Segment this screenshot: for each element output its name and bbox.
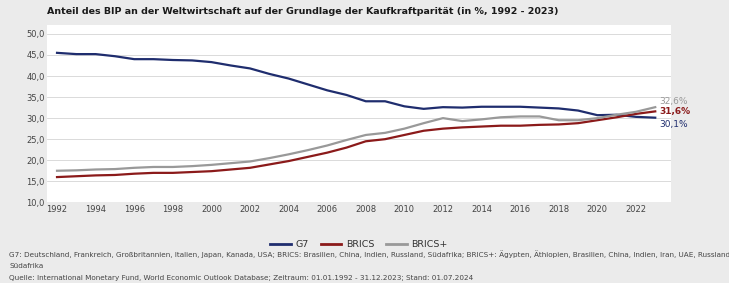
Legend: G7, BRICS, BRICS+: G7, BRICS, BRICS+ — [267, 236, 451, 253]
Text: Südafrika: Südafrika — [9, 263, 44, 269]
Text: 31,6%: 31,6% — [659, 107, 690, 116]
Text: 32,6%: 32,6% — [659, 97, 687, 106]
Text: G7: Deutschland, Frankreich, Großbritannien, Italien, Japan, Kanada, USA; BRICS:: G7: Deutschland, Frankreich, Großbritann… — [9, 250, 729, 258]
Text: Quelle: International Monetary Fund, World Economic Outlook Database; Zeitraum: : Quelle: International Monetary Fund, Wor… — [9, 275, 474, 280]
Text: 30,1%: 30,1% — [659, 120, 687, 129]
Text: Anteil des BIP an der Weltwirtschaft auf der Grundlage der Kaufkraftparität (in : Anteil des BIP an der Weltwirtschaft auf… — [47, 7, 559, 16]
